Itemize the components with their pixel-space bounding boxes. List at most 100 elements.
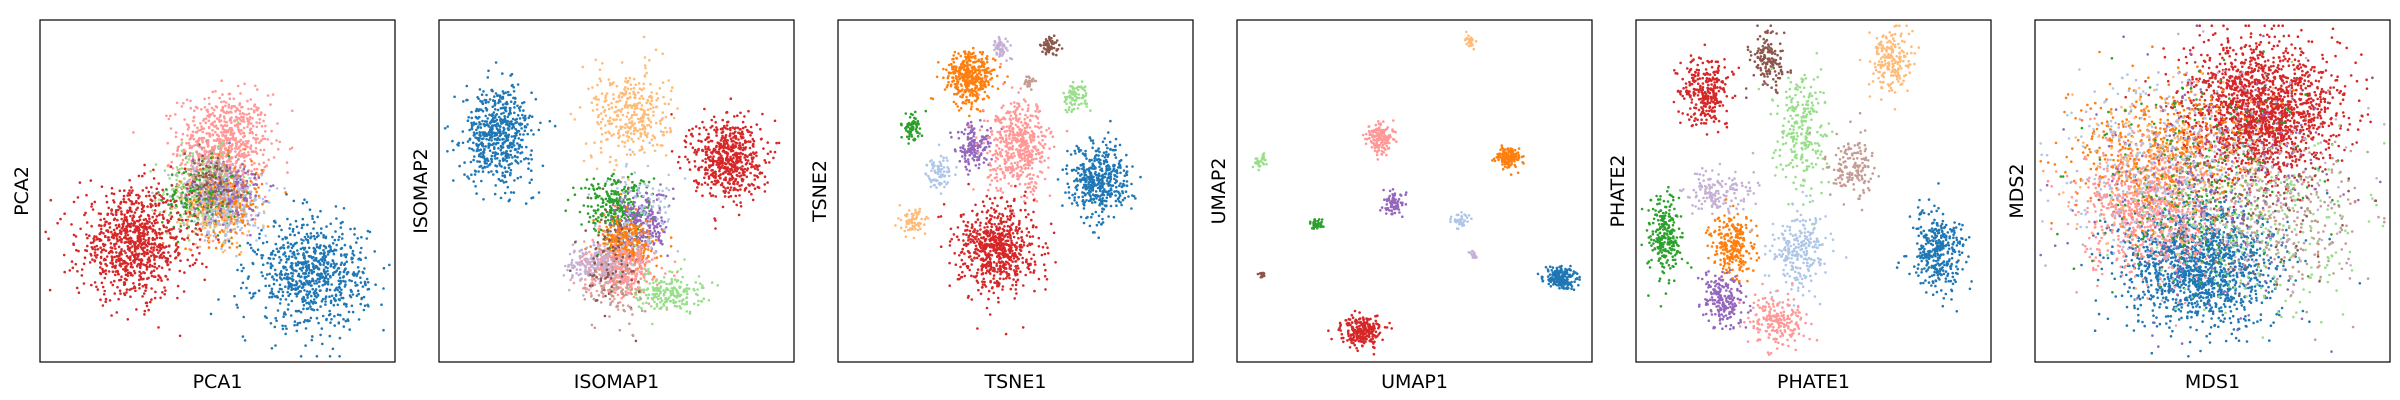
data-point	[669, 98, 673, 101]
data-point	[102, 248, 106, 251]
data-point	[281, 237, 285, 241]
data-point	[249, 233, 252, 237]
data-point	[509, 112, 512, 115]
data-point	[319, 305, 322, 308]
data-point	[306, 235, 310, 238]
data-point	[197, 156, 200, 159]
data-point	[632, 140, 635, 143]
data-point	[117, 205, 120, 208]
data-point	[493, 192, 497, 196]
data-point	[345, 305, 348, 308]
data-point	[250, 150, 254, 153]
data-point	[256, 108, 259, 112]
data-point	[363, 267, 366, 270]
data-point	[530, 115, 534, 118]
data-point	[626, 131, 629, 135]
data-point	[147, 214, 151, 218]
data-point	[126, 210, 130, 213]
data-point	[627, 118, 631, 121]
data-point	[299, 311, 303, 314]
data-point	[205, 265, 208, 269]
data-point	[201, 159, 204, 163]
data-point	[253, 291, 257, 295]
data-point	[329, 321, 332, 325]
data-point	[214, 176, 218, 180]
data-point	[506, 136, 510, 139]
data-point	[187, 141, 191, 145]
data-point	[125, 254, 129, 258]
data-point	[481, 150, 485, 154]
data-point	[484, 145, 487, 148]
data-point	[136, 255, 140, 258]
data-point	[152, 177, 156, 180]
data-point	[215, 211, 219, 214]
data-point	[242, 120, 246, 123]
data-point	[135, 208, 138, 211]
data-point	[530, 149, 533, 152]
data-point	[482, 198, 485, 201]
data-point	[501, 72, 504, 75]
data-point	[636, 117, 640, 121]
data-point	[272, 257, 275, 261]
data-point	[240, 115, 243, 119]
data-point	[105, 255, 109, 258]
data-point	[237, 123, 240, 126]
data-point	[626, 125, 630, 129]
data-point	[632, 132, 636, 136]
data-point	[739, 205, 743, 208]
data-point	[100, 230, 103, 234]
data-point	[526, 132, 529, 136]
data-point	[210, 197, 214, 200]
data-point	[292, 244, 295, 248]
data-point	[582, 159, 586, 163]
data-point	[475, 192, 478, 195]
data-point	[141, 174, 144, 178]
data-point	[220, 130, 223, 134]
data-point	[522, 116, 525, 119]
data-point	[257, 162, 261, 166]
data-point	[209, 226, 212, 229]
data-point	[152, 269, 156, 272]
data-point	[111, 213, 115, 216]
data-point	[203, 150, 206, 153]
data-point	[474, 136, 477, 139]
data-point	[177, 218, 180, 221]
data-point	[649, 107, 652, 111]
data-point	[203, 97, 206, 101]
data-point	[331, 235, 334, 239]
data-point	[179, 198, 182, 201]
data-point	[266, 225, 270, 228]
data-point	[601, 117, 604, 121]
data-point	[196, 233, 199, 236]
data-point	[178, 154, 182, 157]
data-point	[229, 110, 232, 114]
data-point	[462, 100, 465, 103]
data-point	[247, 153, 251, 157]
data-point	[493, 104, 496, 107]
data-point	[481, 119, 484, 123]
data-point	[510, 120, 513, 123]
data-point	[494, 61, 498, 64]
data-point	[211, 216, 215, 219]
data-point	[727, 144, 730, 147]
data-point	[749, 125, 753, 129]
data-point	[239, 250, 243, 254]
data-point	[203, 278, 206, 282]
data-point	[614, 105, 618, 109]
data-point	[130, 251, 133, 254]
data-point	[475, 128, 478, 132]
data-point	[296, 322, 300, 325]
data-point	[235, 190, 239, 194]
data-point	[619, 118, 622, 121]
data-point	[167, 229, 170, 232]
data-point	[591, 109, 595, 112]
data-point	[153, 296, 157, 300]
data-point	[148, 263, 152, 267]
data-point	[325, 317, 328, 321]
data-point	[337, 238, 340, 242]
data-point	[506, 152, 509, 156]
data-point	[238, 244, 242, 248]
data-point	[228, 246, 231, 249]
data-point	[166, 141, 169, 145]
data-point	[287, 287, 290, 290]
